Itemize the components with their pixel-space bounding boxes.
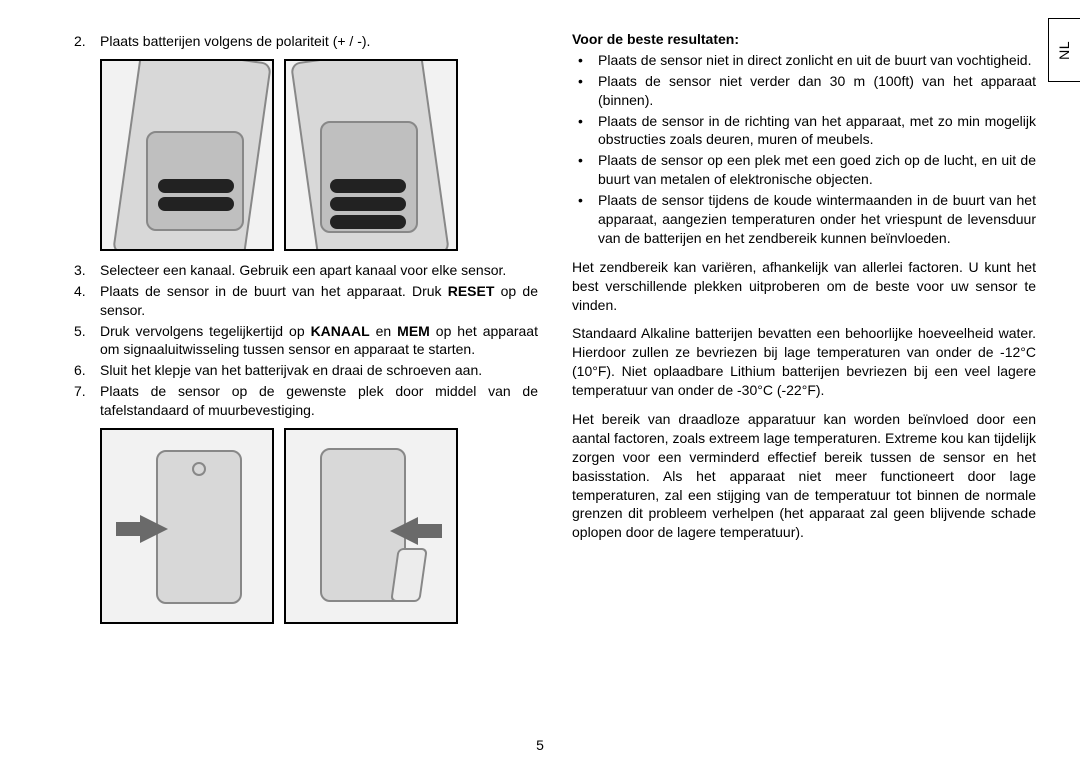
right-column: Voor de beste resultaten: • Plaats de se… xyxy=(572,30,1036,720)
step-number: 7. xyxy=(74,382,100,420)
figure-table-stand xyxy=(284,428,458,624)
page-number: 5 xyxy=(536,736,544,755)
tip-4: • Plaats de sensor op een plek met een g… xyxy=(572,151,1036,189)
tip-1: • Plaats de sensor niet in direct zonlic… xyxy=(572,51,1036,70)
content-columns: 2. Plaats batterijen volgens de polarite… xyxy=(74,30,1036,720)
step-text: Plaats de sensor in de buurt van het app… xyxy=(100,282,538,320)
tip-5: • Plaats de sensor tijdens de koude wint… xyxy=(572,191,1036,248)
bullet-icon: • xyxy=(572,51,598,70)
step-number: 4. xyxy=(74,282,100,320)
step-text: Druk vervolgens tegelijkertijd op KANAAL… xyxy=(100,322,538,360)
paragraph-batteries: Standaard Alkaline batterijen bevatten e… xyxy=(572,324,1036,400)
tip-text: Plaats de sensor in de richting van het … xyxy=(598,112,1036,150)
tip-text: Plaats de sensor tijdens de koude winter… xyxy=(598,191,1036,248)
tip-text: Plaats de sensor op een plek met een goe… xyxy=(598,151,1036,189)
step-4: 4. Plaats de sensor in de buurt van het … xyxy=(74,282,538,320)
figure-battery-back xyxy=(284,59,458,251)
step-3: 3. Selecteer een kanaal. Gebruik een apa… xyxy=(74,261,538,280)
step-2: 2. Plaats batterijen volgens de polarite… xyxy=(74,32,538,51)
step-7: 7. Plaats de sensor op de gewenste plek … xyxy=(74,382,538,420)
left-column: 2. Plaats batterijen volgens de polarite… xyxy=(74,30,538,720)
figure-row-2 xyxy=(100,428,538,624)
step-text: Selecteer een kanaal. Gebruik een apart … xyxy=(100,261,538,280)
step-text: Plaats batterijen volgens de polariteit … xyxy=(100,32,538,51)
step-6: 6. Sluit het klepje van het batterijvak … xyxy=(74,361,538,380)
step-number: 5. xyxy=(74,322,100,360)
language-tab: NL xyxy=(1048,18,1080,82)
paragraph-range: Het zendbereik kan variëren, afhankelijk… xyxy=(572,258,1036,315)
figure-battery-front xyxy=(100,59,274,251)
paragraph-wireless: Het bereik van draadloze apparatuur kan … xyxy=(572,410,1036,542)
bullet-icon: • xyxy=(572,72,598,110)
tip-2: • Plaats de sensor niet verder dan 30 m … xyxy=(572,72,1036,110)
tip-text: Plaats de sensor niet in direct zonlicht… xyxy=(598,51,1036,70)
step-text: Plaats de sensor op de gewenste plek doo… xyxy=(100,382,538,420)
language-label: NL xyxy=(1055,41,1074,60)
tips-heading: Voor de beste resultaten: xyxy=(572,30,1036,49)
bullet-icon: • xyxy=(572,112,598,150)
step-5: 5. Druk vervolgens tegelijkertijd op KAN… xyxy=(74,322,538,360)
step-number: 6. xyxy=(74,361,100,380)
figure-row-1 xyxy=(100,59,538,251)
tip-text: Plaats de sensor niet verder dan 30 m (1… xyxy=(598,72,1036,110)
bullet-icon: • xyxy=(572,151,598,189)
bullet-icon: • xyxy=(572,191,598,248)
step-text: Sluit het klepje van het batterijvak en … xyxy=(100,361,538,380)
step-number: 2. xyxy=(74,32,100,51)
figure-wall-mount xyxy=(100,428,274,624)
step-number: 3. xyxy=(74,261,100,280)
tip-3: • Plaats de sensor in de richting van he… xyxy=(572,112,1036,150)
